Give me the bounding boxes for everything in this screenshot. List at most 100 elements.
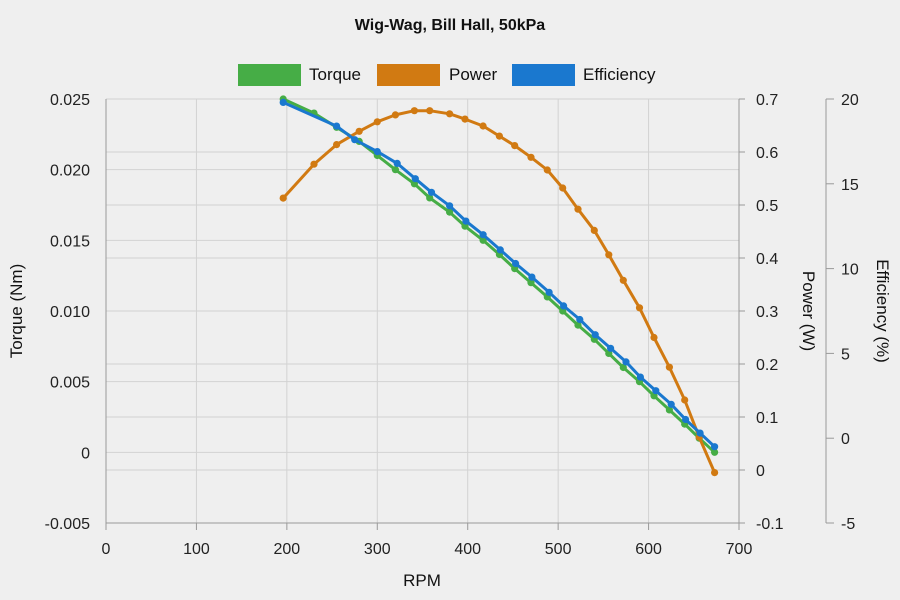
- legend-label-power: Power: [449, 65, 498, 84]
- power-point: [527, 153, 535, 161]
- torque-tick-label: 0: [81, 445, 90, 462]
- power-axis-label: Power (W): [799, 271, 818, 351]
- efficiency-point: [711, 443, 719, 451]
- x-tick-label: 500: [545, 541, 572, 558]
- power-point: [461, 115, 469, 123]
- efficiency-point: [545, 288, 553, 296]
- efficiency-point: [393, 159, 401, 167]
- power-point: [279, 194, 287, 202]
- tick-labels: 0 100 200 300 400 500 600 700-0.00500.0050.0100…: [45, 92, 859, 558]
- power-tick-label: 0.6: [756, 145, 778, 162]
- power-point: [479, 122, 487, 130]
- torque-point: [527, 279, 535, 287]
- x-tick-label: 700: [726, 541, 753, 558]
- efficiency-point: [696, 429, 704, 437]
- legend: Torque Power Efficiency: [238, 64, 656, 86]
- torque-tick-label: 0.015: [50, 233, 90, 250]
- legend-item-power[interactable]: Power: [377, 64, 498, 86]
- x-tick-label: 0: [102, 541, 111, 558]
- power-point: [590, 226, 598, 234]
- power-tick-label: 0.3: [756, 304, 778, 321]
- torque-point: [479, 236, 487, 244]
- efficiency-point: [333, 122, 341, 130]
- torque-point: [619, 363, 627, 372]
- power-line: [282, 109, 716, 474]
- series-power: [279, 107, 719, 477]
- efficiency-point: [682, 415, 690, 424]
- efficiency-point: [373, 148, 381, 156]
- power-tick-label: 0.5: [756, 198, 778, 215]
- x-tick-label: 300: [364, 541, 391, 558]
- torque-point: [711, 448, 719, 456]
- efficiency-line: [282, 101, 716, 448]
- efficiency-point: [560, 302, 568, 310]
- efficiency-point: [479, 231, 487, 239]
- efficiency-point: [652, 387, 660, 395]
- torque-point: [446, 208, 454, 216]
- power-point: [426, 107, 434, 115]
- efficiency-point: [576, 315, 584, 324]
- gridlines: [105, 98, 740, 524]
- power-tick-label: 0.4: [756, 251, 778, 268]
- power-point: [355, 127, 363, 135]
- power-point: [410, 107, 418, 115]
- efficiency-point: [667, 400, 675, 408]
- power-point: [511, 142, 519, 150]
- series: [279, 95, 719, 477]
- efficiency-point: [462, 217, 470, 225]
- power-tick-label: 0.1: [756, 410, 778, 427]
- legend-label-torque: Torque: [309, 65, 361, 84]
- efficiency-tick-label: 0: [841, 431, 850, 448]
- legend-swatch-power: [377, 64, 440, 86]
- efficiency-tick-label: 15: [841, 177, 859, 194]
- efficiency-point: [511, 259, 520, 268]
- torque-tick-label: 0.010: [50, 304, 90, 321]
- power-point: [373, 118, 381, 126]
- power-point: [543, 166, 551, 174]
- power-point: [391, 111, 399, 119]
- torque-tick-label: 0.025: [50, 92, 90, 109]
- x-tick-label: 400: [454, 541, 481, 558]
- legend-item-efficiency[interactable]: Efficiency: [512, 64, 656, 86]
- power-point: [619, 276, 627, 284]
- torque-point: [426, 194, 434, 202]
- power-point: [310, 160, 318, 168]
- efficiency-point: [411, 175, 419, 183]
- efficiency-point: [607, 344, 615, 352]
- legend-swatch-efficiency: [512, 64, 575, 86]
- efficiency-tick-label: 10: [841, 262, 859, 279]
- chart-title: Wig-Wag, Bill Hall, 50kPa: [355, 17, 546, 34]
- x-tick-label: 200: [274, 541, 301, 558]
- efficiency-point: [351, 136, 359, 144]
- power-point: [495, 132, 503, 140]
- efficiency-point: [496, 246, 504, 254]
- efficiency-point: [591, 331, 599, 339]
- power-point: [574, 205, 582, 213]
- power-tick-label: -0.1: [756, 516, 784, 533]
- power-point: [650, 333, 658, 342]
- x-tick-label: 100: [183, 541, 210, 558]
- power-tick-label: 0: [756, 463, 765, 480]
- series-torque: [279, 95, 719, 456]
- series-efficiency: [279, 98, 719, 451]
- power-point: [333, 141, 341, 149]
- x-axis-label: RPM: [403, 571, 441, 590]
- legend-swatch-torque: [238, 64, 301, 86]
- efficiency-axis-label: Efficiency (%): [873, 259, 892, 363]
- power-point: [559, 184, 567, 192]
- power-point: [446, 110, 454, 118]
- torque-tick-label: 0.005: [50, 375, 90, 392]
- power-point: [681, 396, 689, 404]
- x-tick-label: 600: [635, 541, 662, 558]
- axes: [105, 98, 834, 530]
- torque-axis-label: Torque (Nm): [7, 264, 26, 358]
- torque-tick-label: 0.020: [50, 163, 90, 180]
- torque-point: [391, 166, 399, 174]
- power-tick-label: 0.2: [756, 357, 778, 374]
- efficiency-tick-label: 20: [841, 92, 859, 109]
- efficiency-tick-label: -5: [841, 516, 855, 533]
- legend-item-torque[interactable]: Torque: [238, 64, 361, 86]
- efficiency-point: [636, 373, 645, 381]
- efficiency-point: [446, 202, 454, 210]
